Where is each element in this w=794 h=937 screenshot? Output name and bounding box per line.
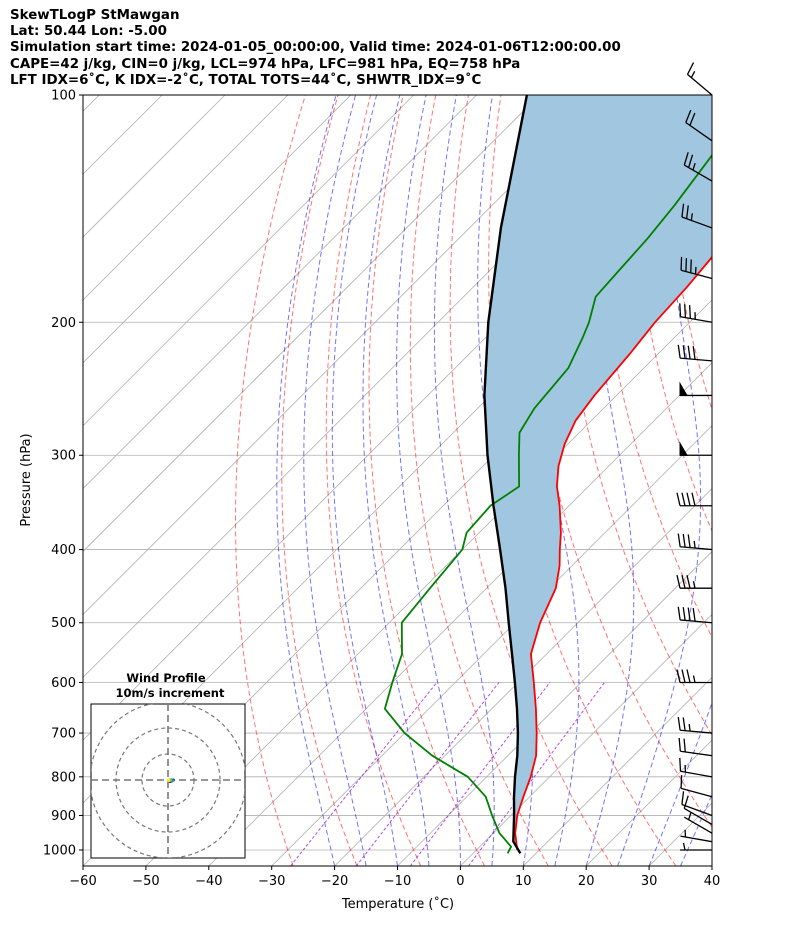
wind-barb <box>679 757 713 778</box>
dry-adiabat <box>729 95 794 866</box>
isotherm <box>460 613 712 866</box>
isotherm <box>83 95 100 112</box>
chart-title: SkewTLogP StMawgan <box>10 8 180 23</box>
wind-barb <box>680 842 712 851</box>
wind-barb <box>680 829 713 843</box>
y-axis-label: Pressure (hPa) <box>19 433 34 526</box>
moist-adiabat <box>396 95 461 866</box>
chart-title-block: SkewTLogP StMawgan Lat: 50.44 Lon: -5.00… <box>10 8 621 89</box>
wind-barb <box>683 795 713 826</box>
isotherm <box>523 676 712 866</box>
isotherm <box>83 95 226 238</box>
wind-barb <box>678 737 713 757</box>
isotherm <box>271 425 712 866</box>
wind-barb <box>677 716 713 734</box>
inset-subtitle: 10m/s increment <box>116 686 225 700</box>
wind-barb <box>680 256 713 280</box>
isotherm <box>711 865 712 866</box>
time-line: Simulation start time: 2024-01-05_00:00:… <box>10 40 621 56</box>
moist-adiabat <box>276 95 337 866</box>
y-tick-label: 800 <box>51 770 76 785</box>
wind-barb <box>679 381 712 397</box>
x-axis-label: Temperature (˚C) <box>341 896 454 912</box>
moist-adiabat <box>617 95 702 866</box>
isotherm <box>83 95 414 427</box>
x-tick-label: −40 <box>195 874 222 889</box>
y-tick-label: 100 <box>51 89 76 104</box>
wind-barb <box>679 303 713 323</box>
dry-adiabat <box>488 95 677 866</box>
mixing-ratio-line <box>355 682 500 866</box>
wind-barb <box>676 669 712 684</box>
isotherm <box>83 95 477 490</box>
mixing-ratio-line <box>468 682 605 866</box>
y-tick-label: 300 <box>51 449 76 464</box>
dry-adiabat <box>234 95 306 866</box>
x-tick-label: 0 <box>456 874 464 889</box>
wind-barb <box>681 203 713 229</box>
dry-adiabat <box>368 95 485 866</box>
y-tick-label: 1000 <box>43 844 76 859</box>
isotherm <box>83 95 289 301</box>
wind-barb <box>677 606 713 624</box>
wind-barb <box>683 812 713 834</box>
dry-adiabat <box>325 95 422 866</box>
moist-adiabat <box>331 95 398 866</box>
y-tick-label: 500 <box>51 616 76 631</box>
dry-adiabat <box>281 95 358 866</box>
x-tick-label: −50 <box>132 874 159 889</box>
dry-adiabat <box>762 95 794 866</box>
x-tick-label: −20 <box>321 874 348 889</box>
moist-adiabat <box>433 95 495 866</box>
wind-barb <box>677 533 713 551</box>
wind-barb <box>677 344 713 362</box>
dry-adiabat <box>409 95 549 866</box>
dry-adiabat <box>449 95 613 866</box>
y-tick-label: 400 <box>51 543 76 558</box>
moist-adiabat <box>648 701 712 866</box>
x-tick-label: 10 <box>515 874 532 889</box>
moist-adiabat <box>303 95 367 866</box>
moist-adiabat <box>711 864 712 866</box>
y-tick-label: 900 <box>51 809 76 824</box>
wind-barb <box>686 62 713 96</box>
x-tick-label: 40 <box>704 874 721 889</box>
y-tick-label: 600 <box>51 676 76 691</box>
parcel-area-fill <box>484 95 712 850</box>
wind-barb <box>679 441 712 456</box>
x-tick-label: 30 <box>641 874 658 889</box>
y-tick-label: 200 <box>51 316 76 331</box>
mixing-ratio-line <box>290 682 438 866</box>
indices-line-2: LFT IDX=6˚C, K IDX=-2˚C, TOTAL TOTS=44˚C… <box>10 72 482 88</box>
isotherm <box>83 95 540 553</box>
location-line: Lat: 50.44 Lon: -5.00 <box>10 24 167 40</box>
y-tick-label: 700 <box>51 727 76 742</box>
isotherm <box>83 95 352 364</box>
wind-barb <box>680 775 713 798</box>
parcel-path-line <box>483 95 529 854</box>
isotherm <box>83 95 603 615</box>
wind-barb <box>683 152 713 182</box>
x-tick-label: −30 <box>258 874 285 889</box>
isotherm <box>334 488 712 866</box>
wind-barb <box>681 791 713 817</box>
temperature-line <box>514 255 712 851</box>
wind-barb <box>676 575 712 589</box>
x-tick-label: −60 <box>69 874 96 889</box>
inset-title: Wind Profile <box>126 671 206 685</box>
dewpoint-line <box>384 153 712 854</box>
indices-line: CAPE=42 j/kg, CIN=0 j/kg, LCL=974 hPa, L… <box>10 56 521 72</box>
x-tick-label: 20 <box>578 874 595 889</box>
wind-barb <box>676 492 712 507</box>
x-tick-label: −10 <box>384 874 411 889</box>
wind-barb <box>685 109 713 142</box>
